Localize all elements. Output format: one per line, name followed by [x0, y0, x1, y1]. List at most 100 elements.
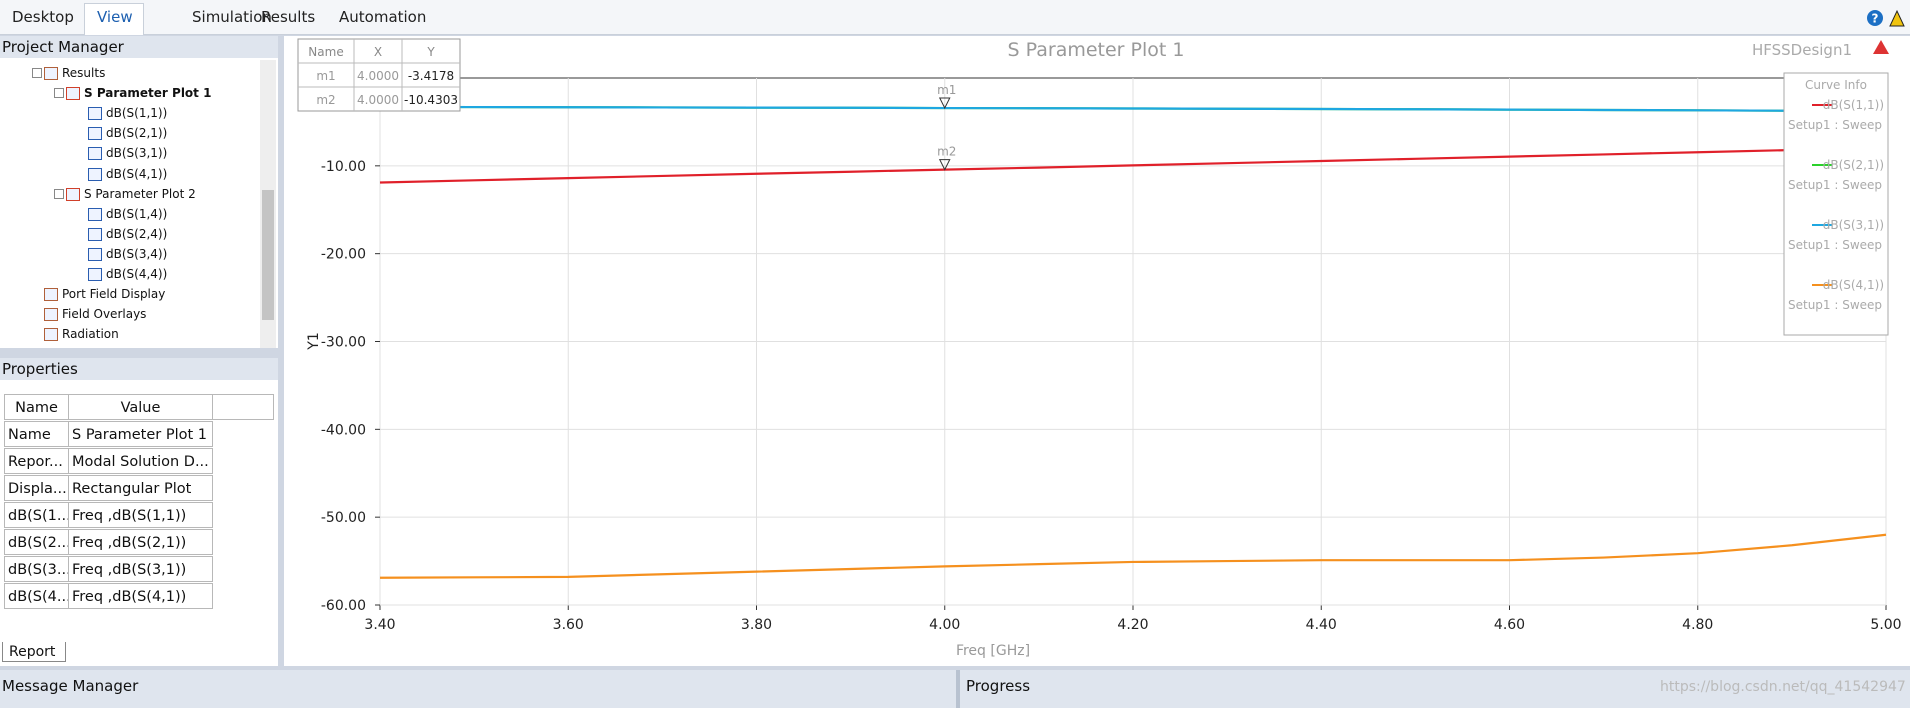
toolbar-icons: ? — [1867, 9, 1905, 27]
column-header[interactable]: Value — [68, 394, 213, 420]
expander[interactable] — [54, 188, 64, 199]
legend-solution: Setup1 : Sweep — [1788, 178, 1882, 192]
report-tab[interactable]: Report — [2, 642, 66, 662]
tree-item[interactable]: dB(S(2,4)) — [106, 226, 168, 241]
legend-solution: Setup1 : Sweep — [1788, 298, 1882, 312]
menu-tab[interactable]: Results — [261, 8, 316, 26]
series-line — [379, 146, 1887, 184]
tree-icon — [88, 127, 102, 141]
tree-icon — [44, 308, 58, 322]
active-tab-frame — [84, 3, 144, 35]
tree-item[interactable]: dB(S(2,1)) — [106, 126, 168, 141]
table-frame — [297, 38, 461, 112]
tree-item[interactable]: S Parameter Plot 2 — [84, 186, 196, 201]
project-manager: Project Manager Results S Parameter Plot … — [0, 36, 278, 348]
tree-item[interactable]: dB(S(4,1)) — [106, 166, 168, 181]
expander[interactable] — [54, 88, 64, 99]
expander[interactable] — [32, 68, 42, 78]
property-cell: dB(S(2... — [4, 529, 69, 555]
properties-table: Name Value Name S Parameter Plot 1 Repor... M… — [4, 394, 274, 654]
tree-item[interactable]: Port Field Display — [62, 287, 166, 302]
scrollbar[interactable] — [260, 60, 276, 348]
chart: S Parameter Plot 1 HFSSDesign1 3.40 3.60 3.8… — [297, 38, 1902, 659]
marker-column-header: Y — [426, 45, 435, 59]
property-cell: Freq ,dB(S(1,1)) — [68, 502, 213, 528]
legend-solution: Setup1 : Sweep — [1788, 238, 1882, 252]
help-glyph: ? — [1872, 12, 1879, 26]
property-cell: S Parameter Plot 1 — [68, 421, 213, 447]
column-header[interactable]: Name — [4, 394, 69, 420]
x-tick-label: 4.80 — [1682, 617, 1713, 633]
legend-entry: dB(S(2,1)) — [1823, 158, 1884, 172]
tree-item[interactable]: Field Overlays — [62, 307, 147, 322]
property-cell: Displa... — [4, 475, 69, 501]
property-cell: dB(S(1... — [4, 502, 69, 528]
tree-icon — [88, 247, 102, 261]
legend-entry: dB(S(4,1)) — [1823, 278, 1884, 292]
scroll-thumb[interactable] — [262, 190, 274, 320]
marker-triangle — [938, 159, 951, 171]
property-cell: Freq ,dB(S(4,1)) — [68, 583, 213, 609]
tree-item[interactable]: dB(S(4,4)) — [106, 267, 168, 281]
tree-item[interactable]: dB(S(1,4)) — [106, 206, 168, 221]
legend-entry: dB(S(3,1)) — [1823, 218, 1884, 232]
panel-title: Project Manager — [0, 36, 278, 58]
property-cell: Name — [4, 421, 69, 447]
panel-title: Properties — [0, 358, 278, 380]
tree-icon — [66, 187, 80, 201]
y-tick-label: -20.00 — [321, 247, 366, 263]
property-cell: Repor... — [4, 448, 69, 474]
column-header — [212, 394, 274, 420]
y-tick-label: -50.00 — [321, 510, 366, 526]
property-cell: Rectangular Plot — [68, 475, 213, 501]
tree-icon — [44, 67, 58, 80]
marker-x: 4.0000 — [357, 69, 399, 83]
panel-title: Message Manager — [2, 677, 139, 695]
marker-name: m2 — [316, 93, 335, 107]
menu-tab[interactable]: Simulation — [192, 8, 272, 26]
tree-item[interactable]: dB(S(1,1)) — [106, 106, 168, 121]
menu-bar: ? Desktop View Simulation Results Automation — [0, 0, 1910, 35]
plot-window: S Parameter Plot 1 HFSSDesign1 3.40 3.60 3.8… — [284, 36, 1910, 666]
menu-tab[interactable]: Desktop — [12, 8, 74, 26]
x-tick-label: 3.40 — [364, 617, 395, 633]
series-line — [379, 105, 1887, 113]
y-tick-label: -60.00 — [321, 598, 366, 614]
legend-solution: Setup1 : Sweep — [1788, 118, 1882, 132]
tree-item[interactable]: Radiation — [62, 327, 119, 342]
tree-item[interactable]: dB(S(3,4)) — [106, 246, 168, 261]
y-tick-label: -30.00 — [321, 335, 366, 351]
message-manager: Message Manager — [0, 670, 960, 708]
x-tick-label: 4.60 — [1494, 617, 1525, 633]
marker-triangle — [938, 97, 951, 110]
watermark: https://blog.csdn.net/qq_41542947 — [1660, 679, 1906, 695]
marker-y: -3.4178 — [408, 69, 454, 83]
marker-column-header: X — [374, 45, 382, 59]
tree-item[interactable]: dB(S(3,1)) — [106, 146, 168, 161]
project-tree: Results S Parameter Plot 1 dB(S(1,1)) dB(S(… — [0, 60, 258, 348]
x-tick-label: 5.00 — [1870, 617, 1901, 633]
menu-tab[interactable]: View — [97, 8, 133, 26]
y-tick-label: -40.00 — [321, 422, 366, 438]
tree-item[interactable]: Results — [62, 66, 106, 80]
x-tick-label: 4.00 — [929, 617, 960, 633]
marker-y: -10.4303 — [404, 93, 458, 107]
design-name: HFSSDesign1 — [1752, 41, 1852, 59]
menu-tab[interactable]: Automation — [339, 8, 427, 26]
tree-item[interactable]: S Parameter Plot 1 — [84, 86, 212, 101]
logo — [1873, 40, 1889, 54]
marker-name: m1 — [316, 69, 335, 83]
y-tick-label: -10.00 — [321, 159, 366, 175]
help-icon[interactable] — [1867, 10, 1883, 26]
x-tick-label: 4.20 — [1117, 617, 1148, 633]
series-line — [379, 533, 1887, 579]
warning-icon[interactable] — [1889, 9, 1905, 27]
chart-title: S Parameter Plot 1 — [1008, 39, 1185, 61]
x-tick-label: 4.40 — [1306, 617, 1337, 633]
property-cell: dB(S(4... — [4, 583, 69, 609]
properties-panel: Properties Name Value Name S Parameter Plot… — [0, 358, 278, 666]
tree-icon — [88, 167, 102, 181]
y-axis-label: Y1 — [306, 332, 322, 350]
property-cell: Freq ,dB(S(2,1)) — [68, 529, 213, 555]
